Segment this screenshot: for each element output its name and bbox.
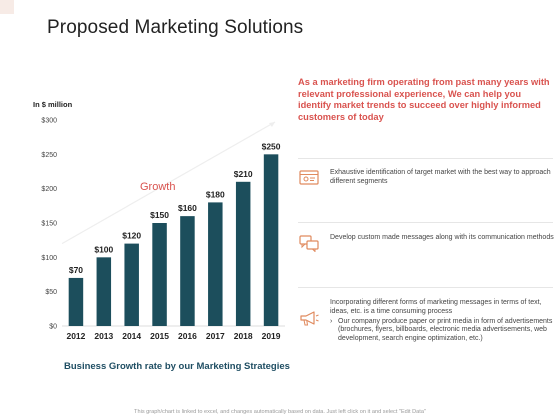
y-axis-label: In $ million [33,100,73,109]
feature-sub-text: Our company produce paper or print media… [330,318,555,344]
bar [180,216,195,326]
trend-arrow-head [269,122,275,127]
divider [298,287,553,288]
bar [68,277,84,326]
y-tick-label: $50 [45,289,57,296]
y-tick-label: $0 [49,324,57,331]
growth-annotation: Growth [140,181,175,193]
x-tick-label: 2014 [122,331,141,341]
x-tick-label: 2013 [94,331,113,341]
x-tick-label: 2018 [234,331,253,341]
x-tick-label: 2015 [150,331,169,341]
data-label: $250 [262,141,281,151]
y-tick-label: $200 [41,186,57,193]
bar [208,202,223,326]
data-label: $70 [69,265,83,275]
bar-chart: In $ million $0 $50 $100 $150 $200 $250 $300 $70… [33,100,285,341]
bar [96,257,112,326]
y-tick-label: $250 [41,152,57,159]
x-tick-label: 2012 [66,331,85,341]
feature-text: Incorporating different forms of marketi… [330,299,555,344]
data-label: $100 [94,244,113,254]
bar [152,223,167,326]
divider [298,158,553,159]
x-tick-label: 2017 [206,331,225,341]
data-label: $120 [122,231,141,241]
x-tick-label: 2019 [262,331,281,341]
feature-main-text: Incorporating different forms of marketi… [330,299,542,315]
bar [263,154,279,326]
data-label: $210 [234,169,253,179]
chart-caption: Business Growth rate by our Marketing St… [64,361,290,372]
y-tick-label: $300 [41,118,57,125]
footer-note: This graph/chart is linked to excel, and… [134,409,426,415]
page-title: Proposed Marketing Solutions [47,17,304,38]
corner-accent [0,0,14,14]
data-label: $160 [178,203,197,213]
trend-arrow [61,121,276,245]
x-tick-label: 2016 [178,331,197,341]
divider [298,222,553,223]
data-label: $180 [206,189,225,199]
chat-bubbles-icon [298,234,320,253]
megaphone-icon [298,309,320,327]
y-tick-label: $150 [41,221,57,228]
feature-text: Exhaustive identification of target mark… [330,169,551,185]
feature-text: Develop custom made messages along with … [330,234,554,241]
intro-text: As a marketing firm operating from past … [298,77,550,122]
y-tick-label: $100 [41,255,57,262]
bar [124,243,139,326]
browser-window-icon [298,169,320,187]
bar [235,181,251,326]
data-label: $150 [150,210,169,220]
